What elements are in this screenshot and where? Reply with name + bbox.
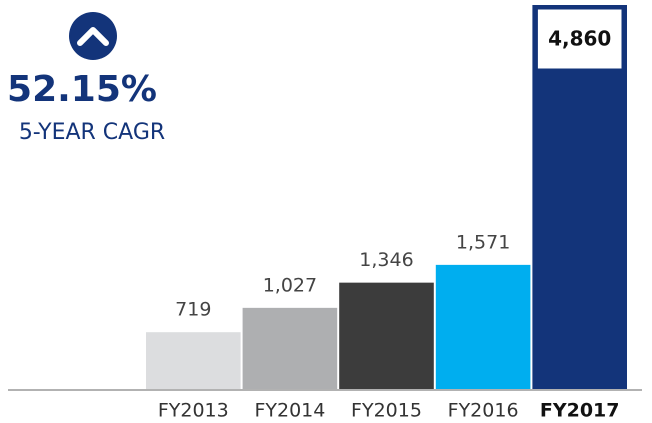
- bar: [146, 332, 241, 389]
- value-label: 1,571: [456, 231, 510, 253]
- value-label: 719: [175, 299, 211, 321]
- value-label: 1,346: [359, 249, 413, 271]
- x-tick-label: FY2013: [158, 400, 229, 422]
- bar: [435, 264, 531, 389]
- up-icon: [69, 12, 117, 60]
- value-box: [534, 6, 625, 72]
- cagr-value: 52.15%: [7, 69, 157, 110]
- value-label: 4,860: [548, 27, 611, 51]
- cagr-label: 5-YEAR CAGR: [19, 120, 165, 145]
- x-tick-label: FY2014: [254, 400, 325, 422]
- value-label: 1,027: [263, 274, 317, 296]
- bar: [339, 282, 434, 389]
- x-tick-label: FY2017: [540, 400, 620, 422]
- x-tick-label: FY2016: [448, 400, 519, 422]
- bar: [242, 307, 338, 389]
- x-tick-label: FY2015: [351, 400, 422, 422]
